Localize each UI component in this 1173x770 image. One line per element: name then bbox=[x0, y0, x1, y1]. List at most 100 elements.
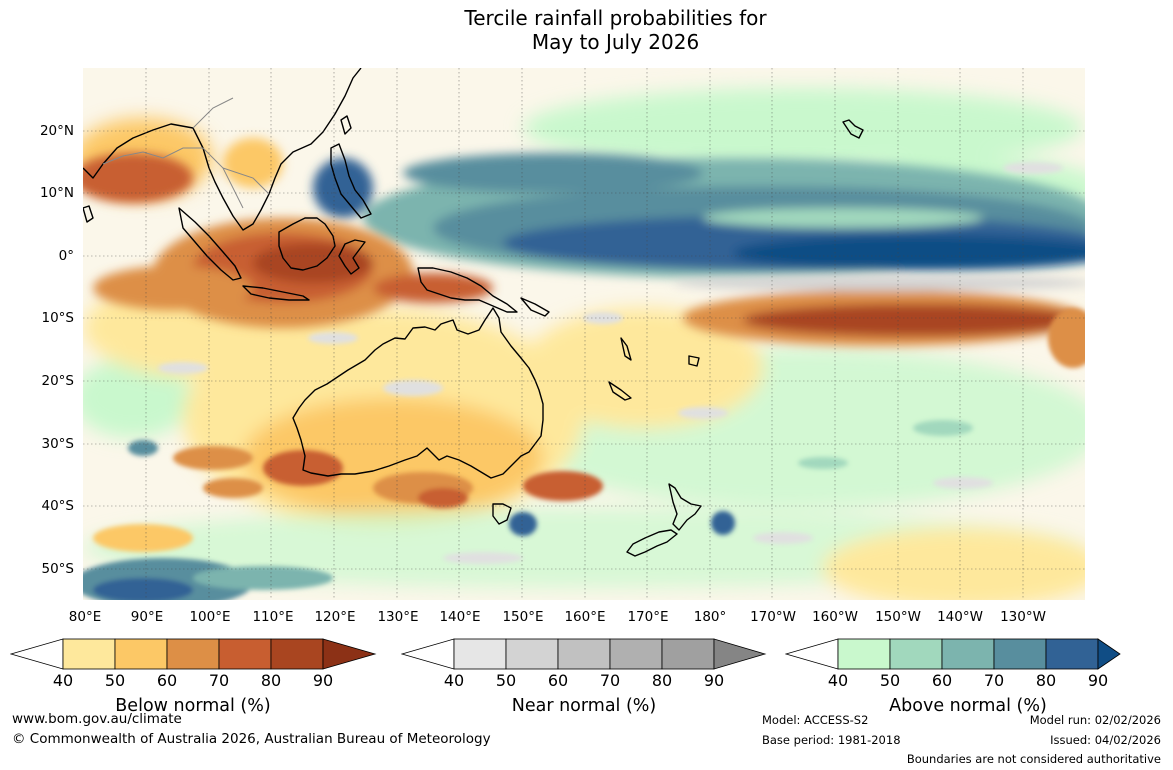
near-segment-80 bbox=[661, 638, 715, 670]
above-tick-80: 80 bbox=[1035, 671, 1057, 690]
lat-label-20n: 20°N bbox=[39, 123, 74, 139]
lon-label-180: 180° bbox=[693, 609, 727, 625]
below-tick-70: 70 bbox=[208, 671, 230, 690]
below-tick-80: 80 bbox=[260, 671, 282, 690]
bom-url: www.bom.gov.au/climate bbox=[12, 711, 182, 727]
near-segment-min bbox=[401, 638, 455, 670]
nz-south-coast bbox=[626, 529, 678, 557]
title-line-2: May to July 2026 bbox=[531, 30, 700, 54]
rainfall-probability-map bbox=[83, 68, 1085, 600]
below-tick-40: 40 bbox=[52, 671, 74, 690]
lat-label-30s: 30°S bbox=[41, 436, 75, 452]
colorbar-near-normal bbox=[401, 638, 767, 670]
lat-label-20s: 20°S bbox=[41, 373, 75, 389]
new-caledonia-coast bbox=[608, 381, 632, 401]
png-brown bbox=[373, 273, 493, 303]
near-segment-40 bbox=[453, 638, 507, 670]
region-se-yellow bbox=[823, 528, 1085, 600]
lon-label-150e: 150°E bbox=[502, 609, 544, 625]
colorbar-above-normal bbox=[785, 638, 1121, 670]
above-segment-40 bbox=[837, 638, 891, 670]
lat-label-0: 0° bbox=[58, 248, 74, 264]
below-tick-60: 60 bbox=[156, 671, 178, 690]
near-segment-50 bbox=[505, 638, 559, 670]
lon-label-100e: 100°E bbox=[189, 609, 231, 625]
lat-label-10s: 10°S bbox=[41, 310, 75, 326]
borneo-coast bbox=[278, 217, 336, 271]
grey-band bbox=[673, 275, 1085, 291]
above-segment-70 bbox=[993, 638, 1047, 670]
blue-philippines bbox=[313, 158, 373, 218]
sea-brown bbox=[223, 138, 283, 188]
region-sw-green bbox=[83, 358, 193, 438]
near-tick-80: 80 bbox=[651, 671, 673, 690]
below-segment-70 bbox=[218, 638, 272, 670]
lon-label-170w: 170°W bbox=[750, 609, 796, 625]
maritime-brown-core bbox=[253, 243, 373, 283]
near-tick-90: 90 bbox=[703, 671, 725, 690]
nz-north-coast bbox=[668, 483, 702, 531]
lat-label-40s: 40°S bbox=[41, 498, 75, 514]
near-tick-70: 70 bbox=[599, 671, 621, 690]
lon-label-160w: 160°W bbox=[812, 609, 858, 625]
below-segment-min bbox=[10, 638, 64, 670]
above-segment-min bbox=[785, 638, 839, 670]
above-segment-80 bbox=[1045, 638, 1099, 670]
colorbar-below-segments bbox=[10, 638, 377, 670]
above-tick-90: 90 bbox=[1087, 671, 1109, 690]
lon-label-110e: 110°E bbox=[252, 609, 294, 625]
sumatra-coast bbox=[178, 207, 242, 281]
boundaries-disclaimer: Boundaries are not considered authoritat… bbox=[906, 752, 1161, 766]
lon-label-120e: 120°E bbox=[314, 609, 356, 625]
colorbar-below-label: Below normal (%) bbox=[115, 696, 271, 716]
issued-date: Issued: 04/02/2026 bbox=[1050, 733, 1161, 747]
above-tick-50: 50 bbox=[879, 671, 901, 690]
above-tick-60: 60 bbox=[931, 671, 953, 690]
colorbar-below-normal bbox=[10, 638, 377, 670]
model-run: Model run: 02/02/2026 bbox=[1029, 713, 1161, 727]
lat-label-10n: 10°N bbox=[39, 185, 74, 201]
java-coast bbox=[242, 285, 310, 301]
below-segment-60 bbox=[166, 638, 220, 670]
sri-lanka-coast bbox=[83, 205, 94, 223]
hawaii-coast bbox=[842, 119, 864, 139]
above-tick-70: 70 bbox=[983, 671, 1005, 690]
near-segment-max bbox=[713, 638, 767, 670]
lon-label-140w: 140°W bbox=[937, 609, 983, 625]
below-segment-80 bbox=[270, 638, 324, 670]
lon-label-170e: 170°E bbox=[627, 609, 669, 625]
blue-band-core bbox=[733, 235, 1085, 271]
green-strip bbox=[703, 208, 983, 228]
colorbar-near-segments bbox=[401, 638, 767, 670]
below-tick-90: 90 bbox=[312, 671, 334, 690]
near-tick-50: 50 bbox=[495, 671, 517, 690]
tasmania-coast bbox=[492, 503, 512, 525]
lon-label-130w: 130°W bbox=[1000, 609, 1046, 625]
colorbar-above-segments bbox=[785, 638, 1121, 670]
australia-coast bbox=[292, 307, 544, 479]
solomon-coast bbox=[520, 297, 550, 317]
taiwan-coast bbox=[340, 115, 352, 135]
blue-top bbox=[403, 153, 703, 193]
above-tick-40: 40 bbox=[827, 671, 849, 690]
lon-label-140e: 140°E bbox=[439, 609, 481, 625]
fiji-coast bbox=[688, 355, 700, 367]
sumatra-brown bbox=[93, 266, 253, 310]
title-line-1: Tercile rainfall probabilities for bbox=[464, 6, 767, 30]
new-guinea-coast bbox=[417, 267, 518, 313]
lon-label-150w: 150°W bbox=[875, 609, 921, 625]
below-tick-50: 50 bbox=[104, 671, 126, 690]
above-segment-50 bbox=[889, 638, 943, 670]
lon-label-80e: 80°E bbox=[68, 609, 102, 625]
philippines-coast bbox=[330, 143, 372, 219]
region-east-green bbox=[523, 88, 1083, 168]
near-tick-40: 40 bbox=[443, 671, 465, 690]
vanuatu-coast bbox=[620, 337, 632, 361]
chart-title: Tercile rainfall probabilities for May t… bbox=[0, 6, 1173, 54]
colorbar-near-label: Near normal (%) bbox=[511, 696, 657, 716]
copyright: © Commonwealth of Australia 2026, Austra… bbox=[12, 731, 491, 747]
colorbar-above-label: Above normal (%) bbox=[889, 696, 1047, 716]
brown-band-inner bbox=[743, 304, 1083, 336]
lon-label-160e: 160°E bbox=[564, 609, 606, 625]
lat-label-50s: 50°S bbox=[41, 561, 75, 577]
